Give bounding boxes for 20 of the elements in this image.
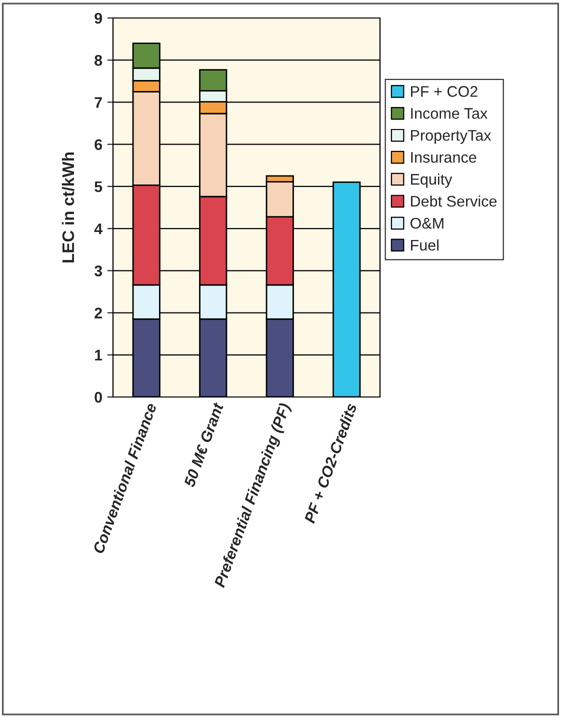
y-tick-label: 0	[94, 392, 102, 403]
legend-label: PF + CO2	[411, 86, 478, 97]
y-tick-label: 1	[95, 350, 102, 360]
y-tick-label: 9	[94, 12, 102, 24]
y-tick-label: 6	[94, 139, 102, 150]
y-tick-label: 5	[94, 181, 102, 192]
legend-label: Equity	[411, 174, 452, 188]
legend-label: Fuel	[411, 239, 438, 251]
x-tick-label: 50 M€ Grant	[184, 402, 224, 488]
y-tick-label: 3	[94, 266, 102, 276]
y-tick-label: 8	[94, 54, 102, 66]
legend-label: Debt Service	[411, 195, 497, 207]
legend-label: PropertyTax	[411, 130, 492, 144]
legend-label: O&M	[410, 218, 444, 229]
y-tick-label: 7	[94, 97, 102, 108]
y-tick-label: 4	[94, 224, 102, 234]
y-tick-label: 2	[94, 308, 102, 318]
y-axis-title: LEC in ct/kWh	[62, 152, 74, 262]
legend-label: Income Tax	[411, 108, 488, 119]
legend-label: Insurance	[411, 152, 476, 163]
